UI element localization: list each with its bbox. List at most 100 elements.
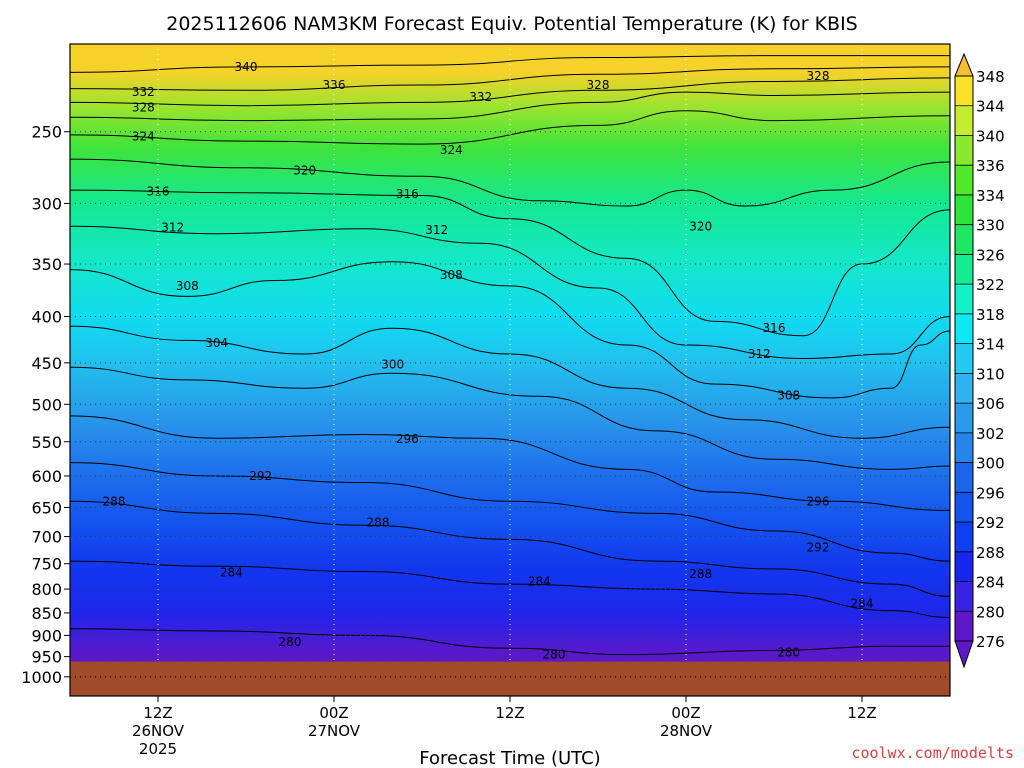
colorbar-bottom-arrow	[954, 640, 974, 669]
contour-label: 304	[205, 336, 228, 350]
y-tick-label: 650	[31, 498, 62, 517]
x-tick-label: 12Z	[495, 704, 524, 722]
contour-316	[70, 189, 950, 337]
contour-label: 288	[103, 494, 126, 508]
x-tick-label: 12Z	[143, 704, 172, 722]
contour-label: 324	[440, 143, 463, 157]
colorbar-segment	[955, 611, 973, 642]
colorbar-segment	[955, 581, 973, 612]
x-tick-label: 26NOV	[132, 722, 185, 740]
contour-288	[70, 500, 950, 597]
contour-label: 288	[367, 515, 390, 529]
contour-label: 296	[807, 494, 830, 508]
contour-296	[70, 415, 950, 511]
contour-284	[70, 560, 950, 618]
colorbar-segment	[955, 522, 973, 553]
y-tick-label: 1000	[21, 668, 62, 687]
colorbar-segment	[955, 432, 973, 464]
contour-label: 284	[220, 566, 243, 580]
contour-label: 308	[440, 268, 463, 282]
contour-324	[70, 110, 950, 145]
y-tick-label: 550	[31, 433, 62, 452]
contour-label: 316	[763, 321, 786, 335]
y-tick-label: 800	[31, 580, 62, 599]
y-tick-label: 900	[31, 626, 62, 645]
contour-300	[70, 366, 950, 470]
y-tick-label: 850	[31, 604, 62, 623]
colorbar-label: 302	[976, 425, 1005, 443]
colorbar-segment	[955, 224, 973, 255]
y-axis-ticks: 250 300 350 400 450 500 550 600 650 700 750 800 850 9…	[21, 123, 70, 687]
y-tick-label: 500	[31, 395, 62, 414]
contour-label: 316	[396, 187, 419, 201]
contour-label: 288	[689, 567, 712, 581]
colorbar: 348 344 340 336 334 330 326 322 318 314 310 306 302 3…	[954, 52, 1005, 669]
colorbar-label: 348	[976, 68, 1005, 86]
contour-label: 308	[176, 279, 199, 293]
colorbar-segment	[955, 462, 973, 493]
contour-320	[70, 158, 950, 207]
contour-label: 332	[132, 85, 155, 99]
colorbar-label: 296	[976, 484, 1005, 502]
colorbar-segment	[955, 76, 973, 107]
colorbar-segment	[955, 254, 973, 285]
colorbar-segment	[955, 194, 973, 226]
colorbar-label: 330	[976, 217, 1005, 235]
contour-label: 320	[293, 164, 316, 178]
colorbar-segment	[955, 284, 973, 315]
colorbar-segment	[955, 403, 973, 434]
colorbar-label: 318	[976, 306, 1005, 324]
contour-label: 328	[587, 78, 610, 92]
colorbar-label: 344	[976, 98, 1005, 116]
contour-label: 296	[396, 432, 419, 446]
y-tick-label: 350	[31, 255, 62, 274]
y-tick-label: 950	[31, 648, 62, 667]
contour-label: 284	[528, 575, 551, 589]
colorbar-label: 326	[976, 246, 1005, 264]
x-tick-label: 28NOV	[660, 722, 713, 740]
colorbar-label: 288	[976, 544, 1005, 562]
colorbar-label: 292	[976, 514, 1005, 532]
chart-title: 2025112606 NAM3KM Forecast Equiv. Potent…	[166, 13, 858, 35]
colorbar-label: 334	[976, 187, 1005, 205]
contour-332	[70, 77, 950, 107]
colorbar-label: 314	[976, 336, 1005, 354]
x-axis-label: Forecast Time (UTC)	[419, 748, 600, 768]
colorbar-segment	[955, 135, 973, 166]
contour-label: 332	[469, 90, 492, 104]
colorbar-segment	[955, 165, 973, 196]
contour-label: 316	[147, 184, 170, 198]
y-tick-label: 750	[31, 555, 62, 574]
contour-label: 312	[748, 347, 771, 361]
colorbar-label: 306	[976, 395, 1005, 413]
x-tick-label: 2025	[139, 740, 177, 758]
y-tick-label: 400	[31, 308, 62, 327]
colorbar-label: 276	[976, 633, 1005, 651]
colorbar-segment	[955, 492, 973, 523]
credit-link[interactable]: coolwx.com/modelts	[851, 744, 1014, 762]
contour-label: 328	[807, 69, 830, 83]
contour-label: 312	[161, 221, 184, 235]
contour-280	[70, 628, 950, 656]
y-tick-label: 700	[31, 528, 62, 547]
x-tick-label: 12Z	[847, 704, 876, 722]
colorbar-label: 336	[976, 157, 1005, 175]
terrain-surface	[70, 661, 950, 696]
colorbar-label: 322	[976, 276, 1005, 294]
contour-label: 324	[132, 129, 155, 143]
contour-label: 336	[323, 78, 346, 92]
contour-label: 312	[425, 223, 448, 237]
colorbar-segment	[955, 105, 973, 136]
contour-292	[70, 462, 950, 562]
contour-label: 300	[381, 358, 404, 372]
colorbar-top-arrow	[954, 52, 974, 77]
colorbar-label: 280	[976, 603, 1005, 621]
x-tick-label: 27NOV	[308, 722, 361, 740]
contour-328	[70, 91, 950, 122]
contour-label: 292	[807, 541, 830, 555]
x-tick-label: 00Z	[319, 704, 348, 722]
colorbar-label: 284	[976, 574, 1005, 592]
